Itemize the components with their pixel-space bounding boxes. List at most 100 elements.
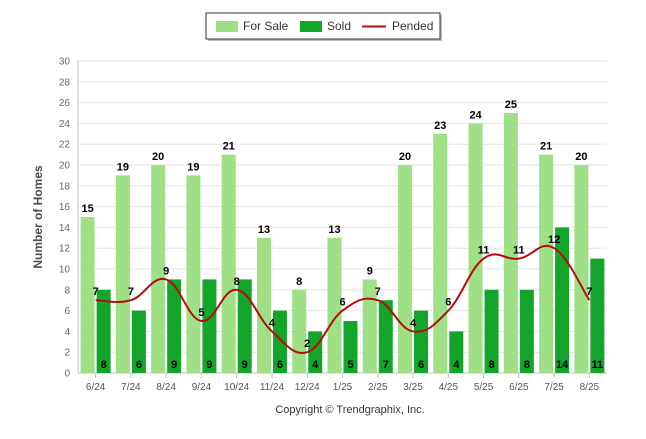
y-tick-label: 4: [64, 327, 70, 338]
data-label-for-sale: 8: [296, 276, 302, 288]
y-tick-label: 0: [64, 369, 70, 380]
bar-sold: [272, 310, 287, 373]
x-tick-label: 11/24: [260, 382, 285, 393]
data-label-pended: 7: [128, 286, 134, 298]
bar-for-sale: [151, 165, 166, 373]
data-label-sold: 5: [347, 359, 353, 371]
bar-sold: [167, 279, 182, 373]
data-label-for-sale: 21: [223, 141, 235, 153]
data-label-pended: 6: [445, 297, 451, 309]
data-label-sold: 8: [489, 359, 495, 371]
data-label-pended: 6: [339, 297, 345, 309]
y-tick-label: 16: [59, 202, 71, 213]
y-tick-label: 30: [59, 57, 71, 68]
data-label-sold: 9: [206, 359, 212, 371]
bar-sold: [449, 331, 464, 373]
data-label-pended: 7: [93, 286, 99, 298]
bar-for-sale: [398, 165, 413, 373]
data-label-sold: 7: [383, 359, 389, 371]
bar-sold: [555, 227, 570, 373]
y-tick-label: 26: [59, 98, 71, 109]
legend-swatch-for-sale: [216, 21, 238, 32]
legend-swatch-sold: [300, 21, 322, 32]
bar-for-sale: [221, 154, 236, 373]
y-tick-label: 12: [59, 244, 71, 255]
data-label-for-sale: 19: [117, 161, 129, 173]
bar-sold: [343, 321, 358, 373]
x-tick-label: 12/24: [295, 382, 320, 393]
bar-sold: [96, 289, 111, 373]
x-tick-label: 3/25: [403, 382, 423, 393]
x-tick-label: 4/25: [439, 382, 459, 393]
bar-for-sale: [292, 289, 307, 373]
bar-sold: [414, 310, 429, 373]
bar-for-sale: [327, 237, 342, 373]
y-tick-label: 6: [64, 306, 70, 317]
x-tick-label: 9/24: [192, 382, 212, 393]
data-label-sold: 6: [418, 359, 424, 371]
data-label-sold: 8: [524, 359, 530, 371]
data-label-for-sale: 20: [575, 151, 587, 163]
y-tick-label: 18: [59, 181, 71, 192]
y-tick-label: 14: [59, 223, 71, 234]
data-label-for-sale: 13: [328, 224, 340, 236]
legend-label-for-sale: For Sale: [243, 19, 289, 33]
data-label-pended: 4: [410, 317, 417, 329]
legend-label-sold: Sold: [327, 19, 351, 33]
y-tick-label: 22: [59, 140, 71, 151]
data-label-pended: 2: [304, 338, 310, 350]
data-label-sold: 8: [101, 359, 107, 371]
data-label-for-sale: 23: [434, 120, 446, 132]
bar-for-sale: [115, 175, 130, 373]
y-tick-label: 20: [59, 161, 71, 172]
data-label-sold: 9: [171, 359, 177, 371]
bar-for-sale: [468, 123, 483, 374]
bar-sold: [590, 258, 605, 373]
data-label-for-sale: 9: [367, 265, 373, 277]
x-tick-label: 7/25: [544, 382, 564, 393]
bar-sold: [237, 279, 252, 373]
data-label-sold: 6: [136, 359, 142, 371]
bar-sold: [484, 289, 499, 373]
bar-sold: [378, 300, 393, 373]
data-label-for-sale: 25: [505, 99, 517, 111]
data-label-for-sale: 15: [82, 203, 94, 215]
data-label-pended: 11: [478, 245, 490, 257]
bar-for-sale: [539, 154, 554, 373]
data-label-pended: 7: [586, 286, 592, 298]
bar-for-sale: [574, 165, 589, 373]
x-tick-label: 2/25: [368, 382, 388, 393]
data-label-sold: 9: [242, 359, 248, 371]
y-tick-label: 2: [64, 348, 70, 359]
data-label-sold: 6: [277, 359, 283, 371]
data-label-pended: 12: [548, 234, 560, 246]
data-label-pended: 4: [269, 317, 276, 329]
data-label-sold: 11: [592, 359, 604, 371]
pended-line: [95, 245, 591, 355]
x-tick-label: 7/24: [121, 382, 141, 393]
y-tick-label: 8: [64, 285, 70, 296]
data-label-for-sale: 21: [540, 141, 552, 153]
bar-for-sale: [80, 217, 95, 373]
y-tick-label: 24: [59, 119, 71, 130]
data-label-sold: 4: [312, 359, 319, 371]
bar-for-sale: [186, 175, 201, 373]
y-axis-title: Number of Homes: [31, 165, 45, 269]
data-label-for-sale: 19: [187, 161, 199, 173]
x-tick-label: 6/24: [86, 382, 106, 393]
bar-sold: [202, 279, 217, 373]
copyright-text: Copyright © Trendgraphix, Inc.: [275, 404, 424, 416]
data-label-pended: 8: [234, 276, 240, 288]
data-label-for-sale: 20: [152, 151, 164, 163]
x-tick-label: 8/25: [580, 382, 600, 393]
data-label-pended: 7: [375, 286, 381, 298]
bar-for-sale: [256, 237, 271, 373]
bar-sold: [131, 310, 146, 373]
data-label-pended: 9: [163, 265, 169, 277]
legend-label-pended: Pended: [392, 19, 433, 33]
data-label-sold: 14: [556, 359, 569, 371]
x-tick-label: 10/24: [224, 382, 249, 393]
data-label-sold: 4: [453, 359, 460, 371]
